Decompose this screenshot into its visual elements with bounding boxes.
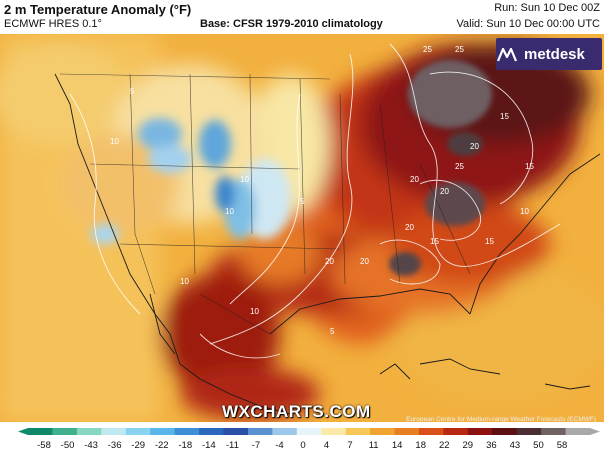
run-label: Run: Sun 10 Dec 00Z	[494, 2, 600, 14]
contour-label: 20	[325, 257, 334, 266]
colorbar-swatch	[418, 428, 444, 435]
colorbar-tick-label: 18	[415, 440, 427, 451]
contour-label: 10	[180, 277, 189, 286]
colorbar-tick-label: -14	[201, 440, 216, 451]
state-borders	[59, 73, 471, 335]
colorbar-swatch	[199, 428, 224, 435]
colorbar-tick-label: -22	[154, 440, 169, 451]
colorbar-tick-label: -7	[251, 440, 261, 451]
metdesk-logo-icon	[496, 47, 518, 62]
metdesk-logo: metdesk	[496, 38, 602, 70]
contour-label: 10	[240, 175, 249, 184]
colorbar-tick-label: 36	[486, 440, 497, 451]
colorbar-swatch	[516, 428, 542, 435]
colorbar-swatch	[541, 428, 567, 435]
colorbar-tick-label: -36	[107, 440, 122, 451]
colorbar-swatch	[52, 428, 78, 435]
colorbar-tick-label: -18	[178, 440, 193, 451]
colorbar-swatch	[565, 428, 591, 435]
data-credit: European Centre for Medium-range Weather…	[406, 416, 596, 423]
colorbar-swatch	[76, 428, 102, 435]
contour-label: 20	[440, 187, 449, 196]
colorbar-swatch	[223, 428, 249, 435]
contour-label: 25	[455, 162, 464, 171]
contour-label: 20	[360, 257, 369, 266]
contour-label: 15	[525, 162, 534, 171]
contour-label: 15	[430, 237, 439, 246]
colorbar-swatch	[345, 428, 371, 435]
colorbar-tick-label: 11	[368, 440, 379, 451]
coastlines	[54, 73, 601, 415]
colorbar-tick-label: 22	[438, 440, 450, 451]
colorbar-max-arrow	[590, 428, 600, 435]
contour-label: 10	[225, 207, 234, 216]
contour-label: 15	[500, 112, 509, 121]
colorbar-swatch	[101, 428, 127, 435]
colorbar-swatch	[394, 428, 420, 435]
colorbar-min-arrow	[18, 428, 28, 435]
colorbar-tick-label: 29	[462, 440, 474, 451]
colorbar-swatch	[443, 428, 469, 435]
colorbar-swatch	[28, 428, 53, 435]
colorbar-swatch	[492, 428, 518, 435]
dark-anomaly-patches	[389, 60, 492, 276]
colorbar-tick-label: 58	[556, 440, 568, 451]
colorbar-swatch	[125, 428, 151, 435]
chart-title: 2 m Temperature Anomaly (°F)	[4, 2, 192, 17]
colorbar-swatch	[467, 428, 493, 435]
contour-label: 10	[520, 207, 529, 216]
contour-label: 25	[455, 45, 464, 54]
colorbar-swatch	[321, 428, 347, 435]
anomaly-map: 25 25 20 20 20 20 20 15 15 15 15 10 10 1…	[0, 34, 604, 422]
contour-label-group: 25 25 20 20 20 20 20 15 15 15 15 10 10 1…	[110, 45, 534, 336]
metdesk-logo-text: metdesk	[524, 45, 585, 63]
colorbar-tick-label: 0	[300, 440, 306, 451]
contour-label: 25	[423, 45, 432, 54]
contour-label: 20	[470, 142, 479, 151]
watermark: WXCHARTS.COM	[222, 402, 371, 421]
contour-label: 15	[485, 237, 494, 246]
contour-label: 20	[410, 175, 419, 184]
colorbar-tick-label: 7	[347, 440, 353, 451]
contour-label: 5	[300, 197, 305, 206]
colorbar-tick-label: -11	[225, 440, 239, 451]
colorbar-tick-label: 50	[533, 440, 544, 451]
contour-label: 20	[405, 223, 414, 232]
colorbar-tick-label: -50	[60, 440, 75, 451]
colorbar-swatch	[150, 428, 176, 435]
colorbar-tick-label: 14	[391, 440, 403, 451]
colorbar-tick-label: -43	[84, 440, 98, 451]
contour-lines	[69, 43, 561, 359]
contour-label: 5	[330, 327, 335, 336]
colorbar: -58 -50 -43 -36 -29 -22 -18 -14 -11 -7 -4 0 4 7 11 14 18…	[0, 422, 604, 462]
model-label: ECMWF HRES 0.1°	[4, 18, 102, 30]
contour-label: 10	[110, 137, 119, 146]
climatology-label: Base: CFSR 1979-2010 climatology	[200, 18, 383, 30]
contour-label: 5	[130, 87, 135, 96]
colorbar-gradient	[18, 428, 600, 435]
colorbar-swatch	[370, 428, 396, 435]
colorbar-swatch	[174, 428, 200, 435]
colorbar-tick-label: -4	[275, 440, 284, 451]
colorbar-tick-label: -29	[131, 440, 146, 451]
chart-header: 2 m Temperature Anomaly (°F) ECMWF HRES …	[0, 0, 604, 34]
colorbar-tick-label: 43	[509, 440, 521, 451]
colorbar-tick-label: -58	[37, 440, 51, 451]
colorbar-swatch	[296, 428, 322, 435]
colorbar-swatch	[272, 428, 298, 435]
colorbar-tick-label: 4	[323, 440, 330, 451]
contour-label: 10	[250, 307, 259, 316]
colorbar-swatch	[247, 428, 273, 435]
valid-label: Valid: Sun 10 Dec 00:00 UTC	[456, 18, 600, 30]
